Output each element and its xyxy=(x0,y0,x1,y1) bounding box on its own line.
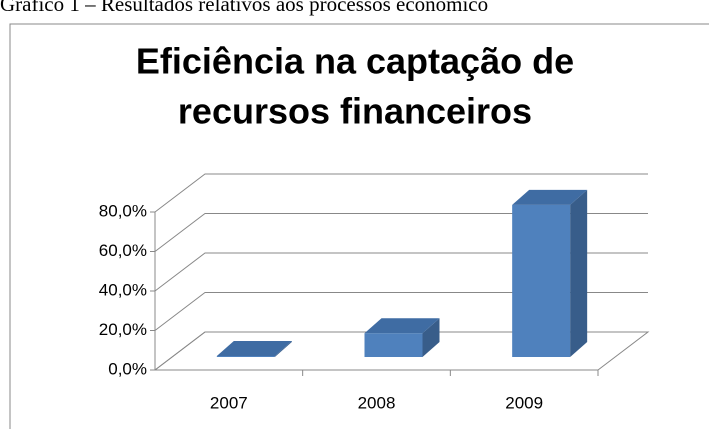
bar xyxy=(512,189,588,357)
bar-side xyxy=(422,318,440,357)
x-tick-label: 2009 xyxy=(505,393,543,412)
bar-side xyxy=(570,189,588,357)
y-tick-label: 0,0% xyxy=(108,359,147,378)
x-tick-label: 2007 xyxy=(210,393,248,412)
grid-line xyxy=(154,292,648,331)
y-tick-label: 60,0% xyxy=(99,241,147,260)
grid-line xyxy=(154,252,648,292)
bar xyxy=(216,341,292,357)
bar-front xyxy=(216,356,275,357)
y-tick-label: 20,0% xyxy=(99,320,147,339)
chart-title: Eficiência na captação de xyxy=(136,41,574,82)
bar-front xyxy=(512,204,571,357)
bar-side xyxy=(274,341,292,357)
chart-border xyxy=(9,23,709,429)
y-tick-label: 40,0% xyxy=(99,280,147,299)
bar-front xyxy=(364,333,423,357)
bar-top xyxy=(364,318,440,334)
grid-line xyxy=(154,213,648,252)
grid-line xyxy=(154,331,648,371)
bar-top xyxy=(512,189,588,205)
bar xyxy=(364,318,440,357)
grid-line xyxy=(154,173,648,213)
caption: Gráfico 1 – Resultados relativos aos pro… xyxy=(0,0,488,16)
x-tick-label: 2008 xyxy=(358,393,396,412)
bar-top xyxy=(216,341,292,357)
chart-title: recursos financeiros xyxy=(178,91,532,132)
y-tick-label: 80,0% xyxy=(99,201,147,220)
